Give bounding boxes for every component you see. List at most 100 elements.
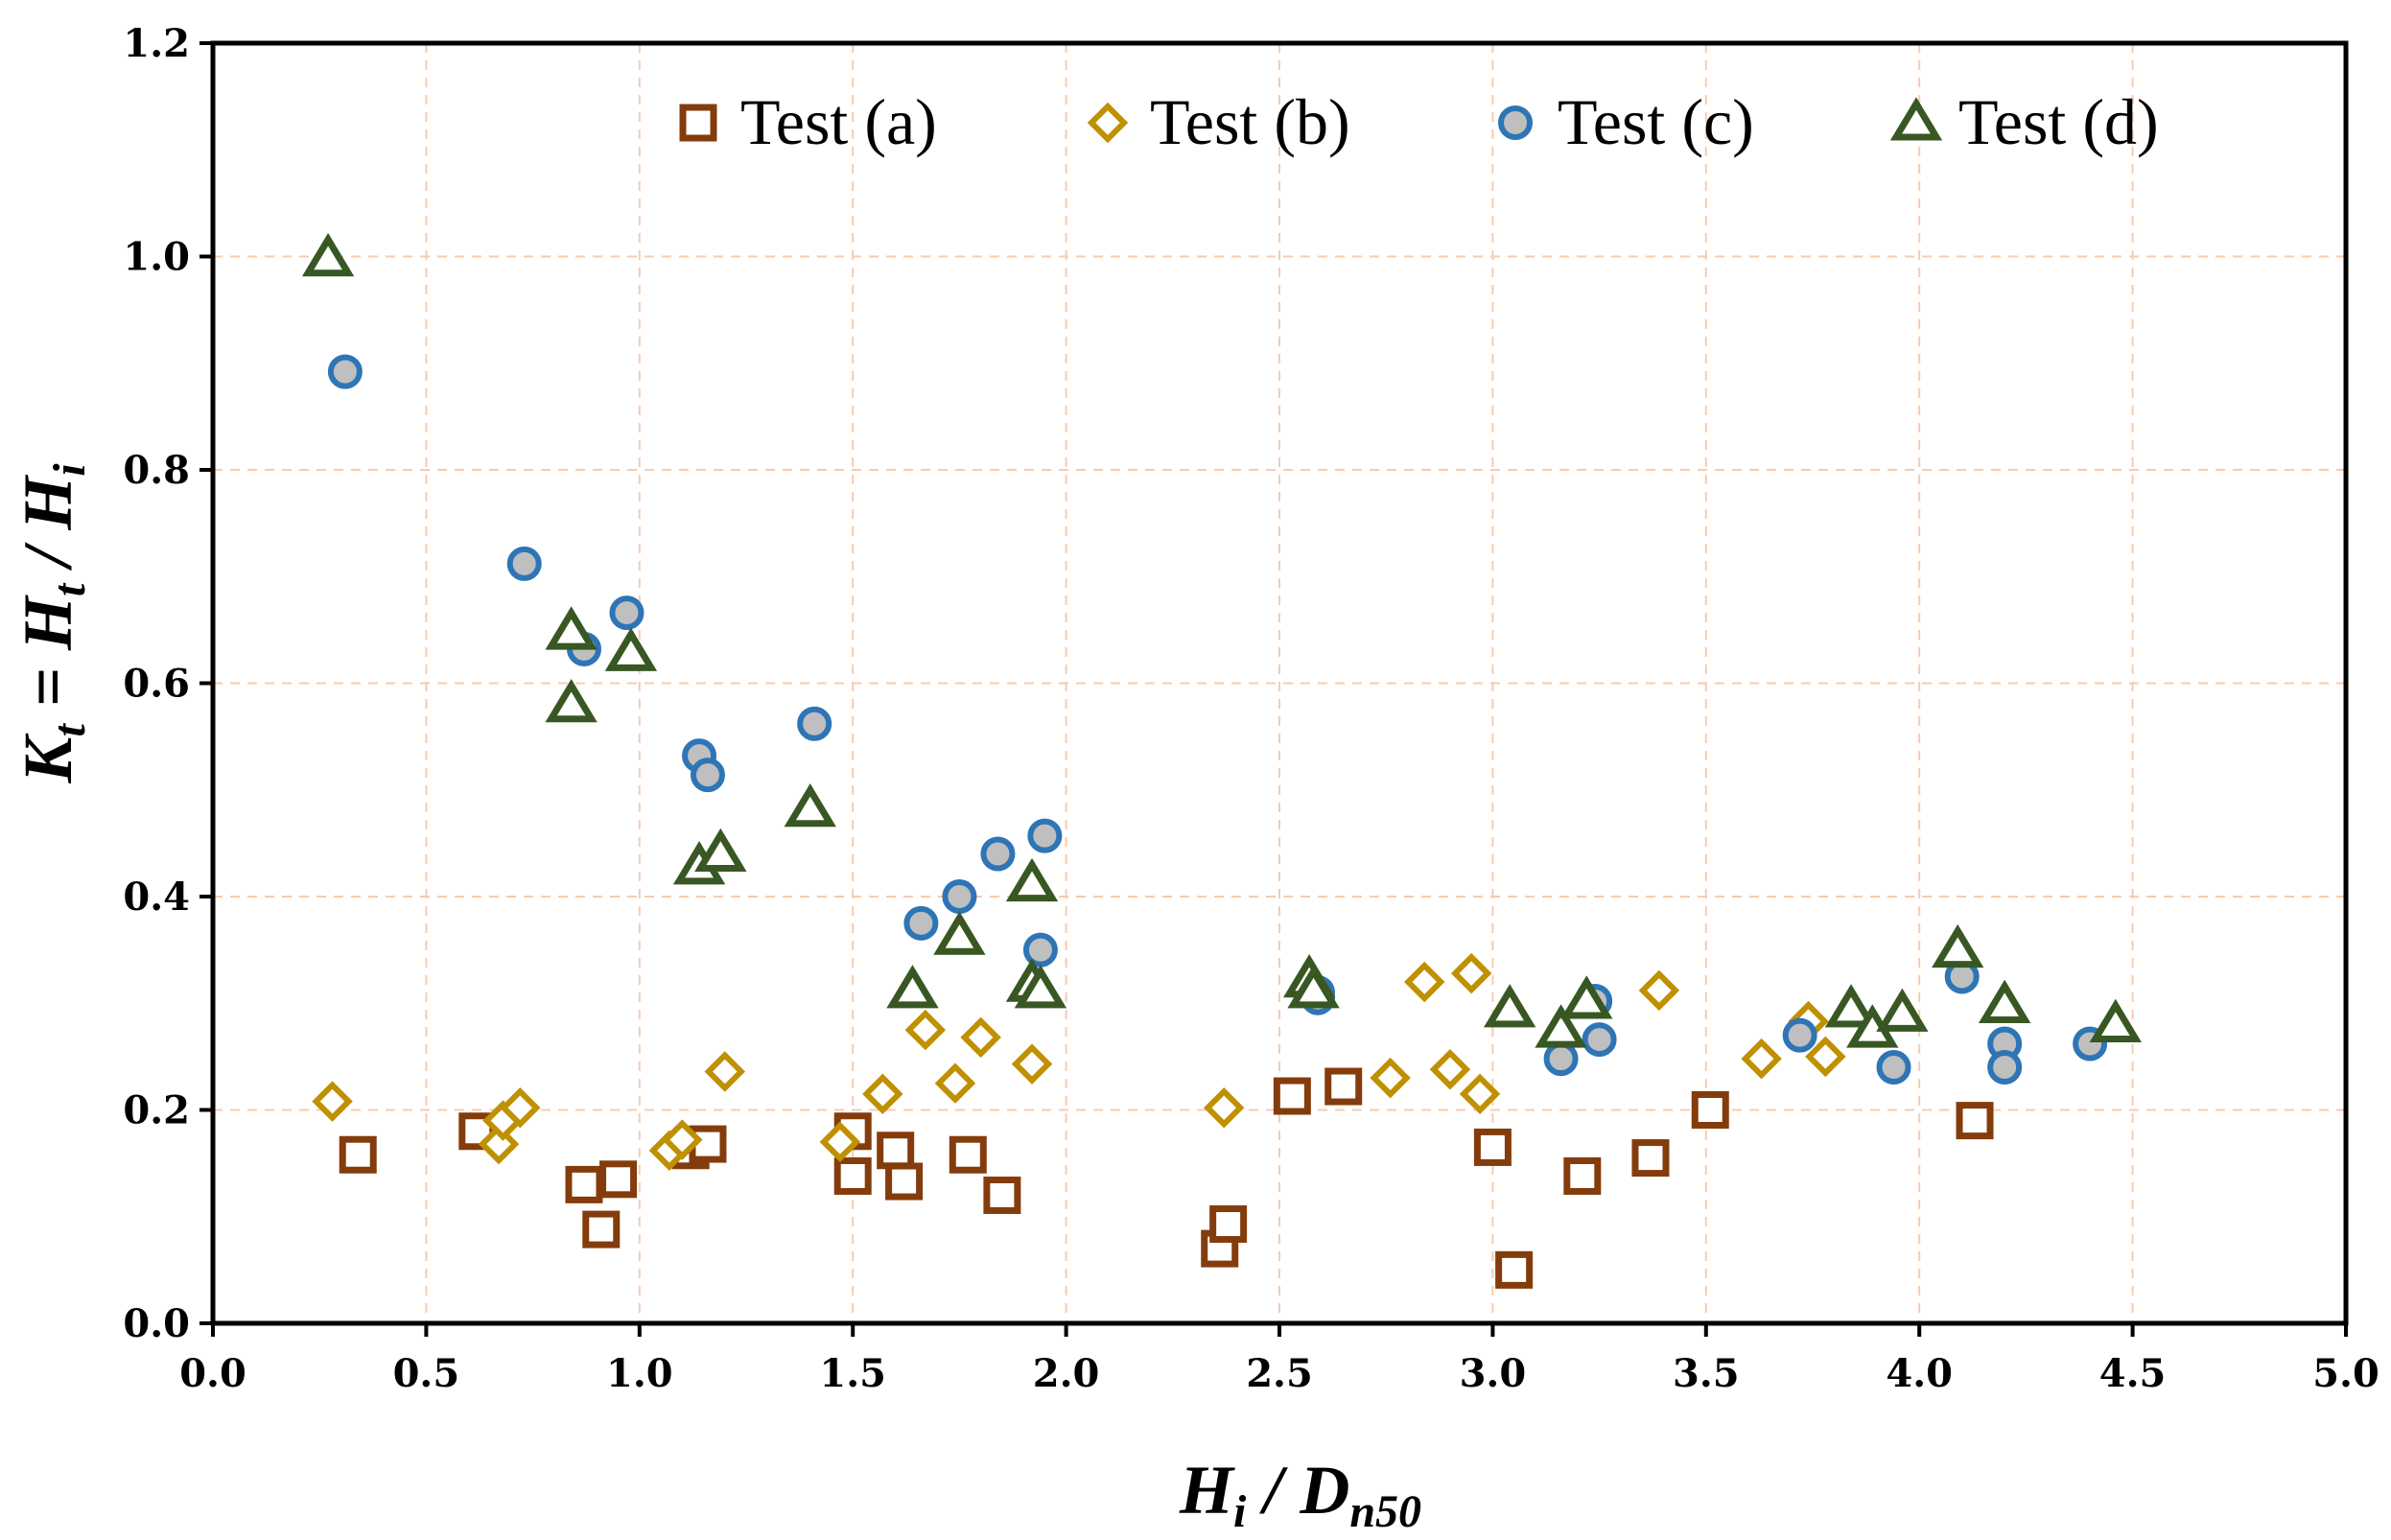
point-triangle bbox=[545, 678, 598, 723]
x-axis-ticks: 0.0 0.5 1.0 1.5 2.0 2.5 3.0 3.5 4.0 4.5 5.0 bbox=[179, 1323, 2379, 1396]
y-tick-label: 0.4 bbox=[123, 875, 190, 920]
point-triangle bbox=[1005, 857, 1059, 902]
point-square bbox=[599, 1160, 638, 1199]
point-triangle bbox=[1560, 975, 1613, 1019]
point-triangle bbox=[1932, 923, 1984, 968]
legend-marker-diamond bbox=[1087, 102, 1129, 144]
point-square bbox=[983, 1177, 1021, 1214]
point-triangle bbox=[933, 911, 986, 955]
x-tick-label: 2.0 bbox=[1033, 1351, 1100, 1396]
point-diamond bbox=[500, 1087, 541, 1129]
point-diamond bbox=[819, 1121, 861, 1163]
point-triangle bbox=[545, 606, 598, 650]
point-square bbox=[1473, 1128, 1512, 1166]
point-triangle bbox=[1484, 984, 1536, 1028]
point-square bbox=[565, 1165, 603, 1203]
point-diamond bbox=[1741, 1038, 1782, 1080]
x-tick-label: 3.5 bbox=[1673, 1351, 1740, 1396]
point-circle bbox=[1027, 818, 1063, 853]
point-square bbox=[1324, 1067, 1363, 1106]
y-tick-label: 0.8 bbox=[123, 448, 190, 493]
point-square bbox=[949, 1135, 987, 1174]
point-circle bbox=[506, 546, 542, 581]
series-2 bbox=[312, 952, 1846, 1172]
y-tick-label: 0.6 bbox=[123, 662, 190, 707]
point-circle bbox=[797, 706, 832, 741]
y-tick-label: 0.0 bbox=[123, 1301, 190, 1346]
x-tick-label: 0.5 bbox=[393, 1351, 460, 1396]
point-triangle bbox=[1014, 965, 1067, 1009]
legend-marker-triangle bbox=[1889, 97, 1943, 141]
y-axis-ticks: 0.0 0.2 0.4 0.6 0.8 1.0 1.2 bbox=[123, 21, 213, 1346]
point-triangle bbox=[1287, 965, 1340, 1009]
x-tick-label: 5.0 bbox=[2312, 1351, 2379, 1396]
series-4 bbox=[301, 232, 2142, 1048]
point-square bbox=[833, 1156, 872, 1195]
point-diamond bbox=[1459, 1073, 1501, 1115]
gridlines bbox=[213, 43, 2346, 1323]
point-square bbox=[885, 1162, 924, 1201]
point-triangle bbox=[2089, 998, 2142, 1042]
point-diamond bbox=[934, 1062, 976, 1104]
y-axis-label: Kt = Ht / Hi bbox=[10, 463, 95, 784]
x-tick-label: 1.0 bbox=[606, 1351, 673, 1396]
point-square bbox=[1495, 1250, 1534, 1289]
point-circle bbox=[1022, 932, 1058, 968]
legend-marker-circle bbox=[1498, 105, 1533, 140]
point-square bbox=[1691, 1091, 1729, 1129]
x-tick-label: 0.0 bbox=[179, 1351, 246, 1396]
legend-label: Test (b) bbox=[1150, 85, 1350, 158]
point-diamond bbox=[904, 1009, 947, 1051]
point-diamond bbox=[862, 1073, 903, 1115]
point-diamond bbox=[1403, 961, 1445, 1003]
point-triangle bbox=[301, 232, 355, 277]
point-square bbox=[582, 1210, 621, 1248]
point-square bbox=[877, 1132, 915, 1170]
point-triangle bbox=[1876, 988, 1929, 1032]
point-diamond bbox=[704, 1051, 746, 1092]
legend-entry-4: Test (d) bbox=[1889, 85, 2159, 158]
x-axis-label: Hi / Dn50 bbox=[1179, 1452, 1421, 1537]
point-diamond bbox=[1203, 1087, 1245, 1129]
point-diamond bbox=[1370, 1057, 1411, 1099]
point-circle bbox=[327, 354, 363, 389]
point-square bbox=[339, 1135, 377, 1174]
point-circle bbox=[690, 758, 725, 793]
legend: Test (a) Test (b) Test (c) Test (d) bbox=[679, 85, 2159, 158]
point-circle bbox=[903, 905, 939, 941]
point-square bbox=[1631, 1139, 1670, 1178]
point-square bbox=[1273, 1077, 1311, 1115]
y-tick-label: 1.0 bbox=[123, 235, 190, 280]
point-diamond bbox=[1011, 1043, 1053, 1085]
point-diamond bbox=[1450, 952, 1492, 994]
point-circle bbox=[1582, 1022, 1617, 1058]
point-diamond bbox=[662, 1119, 703, 1160]
data-series bbox=[301, 232, 2142, 1289]
point-circle bbox=[609, 595, 645, 631]
point-diamond bbox=[1429, 1048, 1471, 1090]
series-3 bbox=[327, 354, 2108, 1085]
point-circle bbox=[1987, 1050, 2023, 1085]
point-diamond bbox=[960, 1016, 1001, 1059]
point-square bbox=[1563, 1156, 1602, 1195]
point-square bbox=[1209, 1205, 1248, 1244]
point-circle bbox=[1543, 1041, 1579, 1077]
point-circle bbox=[942, 879, 977, 914]
point-triangle bbox=[1535, 1004, 1587, 1048]
point-circle bbox=[1876, 1050, 1911, 1085]
legend-label: Test (c) bbox=[1558, 85, 1754, 158]
x-tick-label: 1.5 bbox=[819, 1351, 886, 1396]
series-1 bbox=[339, 1067, 1994, 1289]
point-triangle bbox=[694, 828, 747, 872]
y-tick-label: 1.2 bbox=[123, 21, 190, 66]
legend-entry-1: Test (a) bbox=[679, 85, 937, 158]
point-circle bbox=[1782, 1017, 1817, 1053]
legend-label: Test (d) bbox=[1958, 85, 2159, 158]
point-diamond bbox=[312, 1081, 353, 1122]
point-triangle bbox=[784, 782, 836, 828]
point-diamond bbox=[1805, 1036, 1846, 1078]
legend-entry-2: Test (b) bbox=[1087, 85, 1350, 158]
x-tick-label: 4.0 bbox=[1886, 1351, 1953, 1396]
point-square bbox=[1956, 1102, 1994, 1140]
